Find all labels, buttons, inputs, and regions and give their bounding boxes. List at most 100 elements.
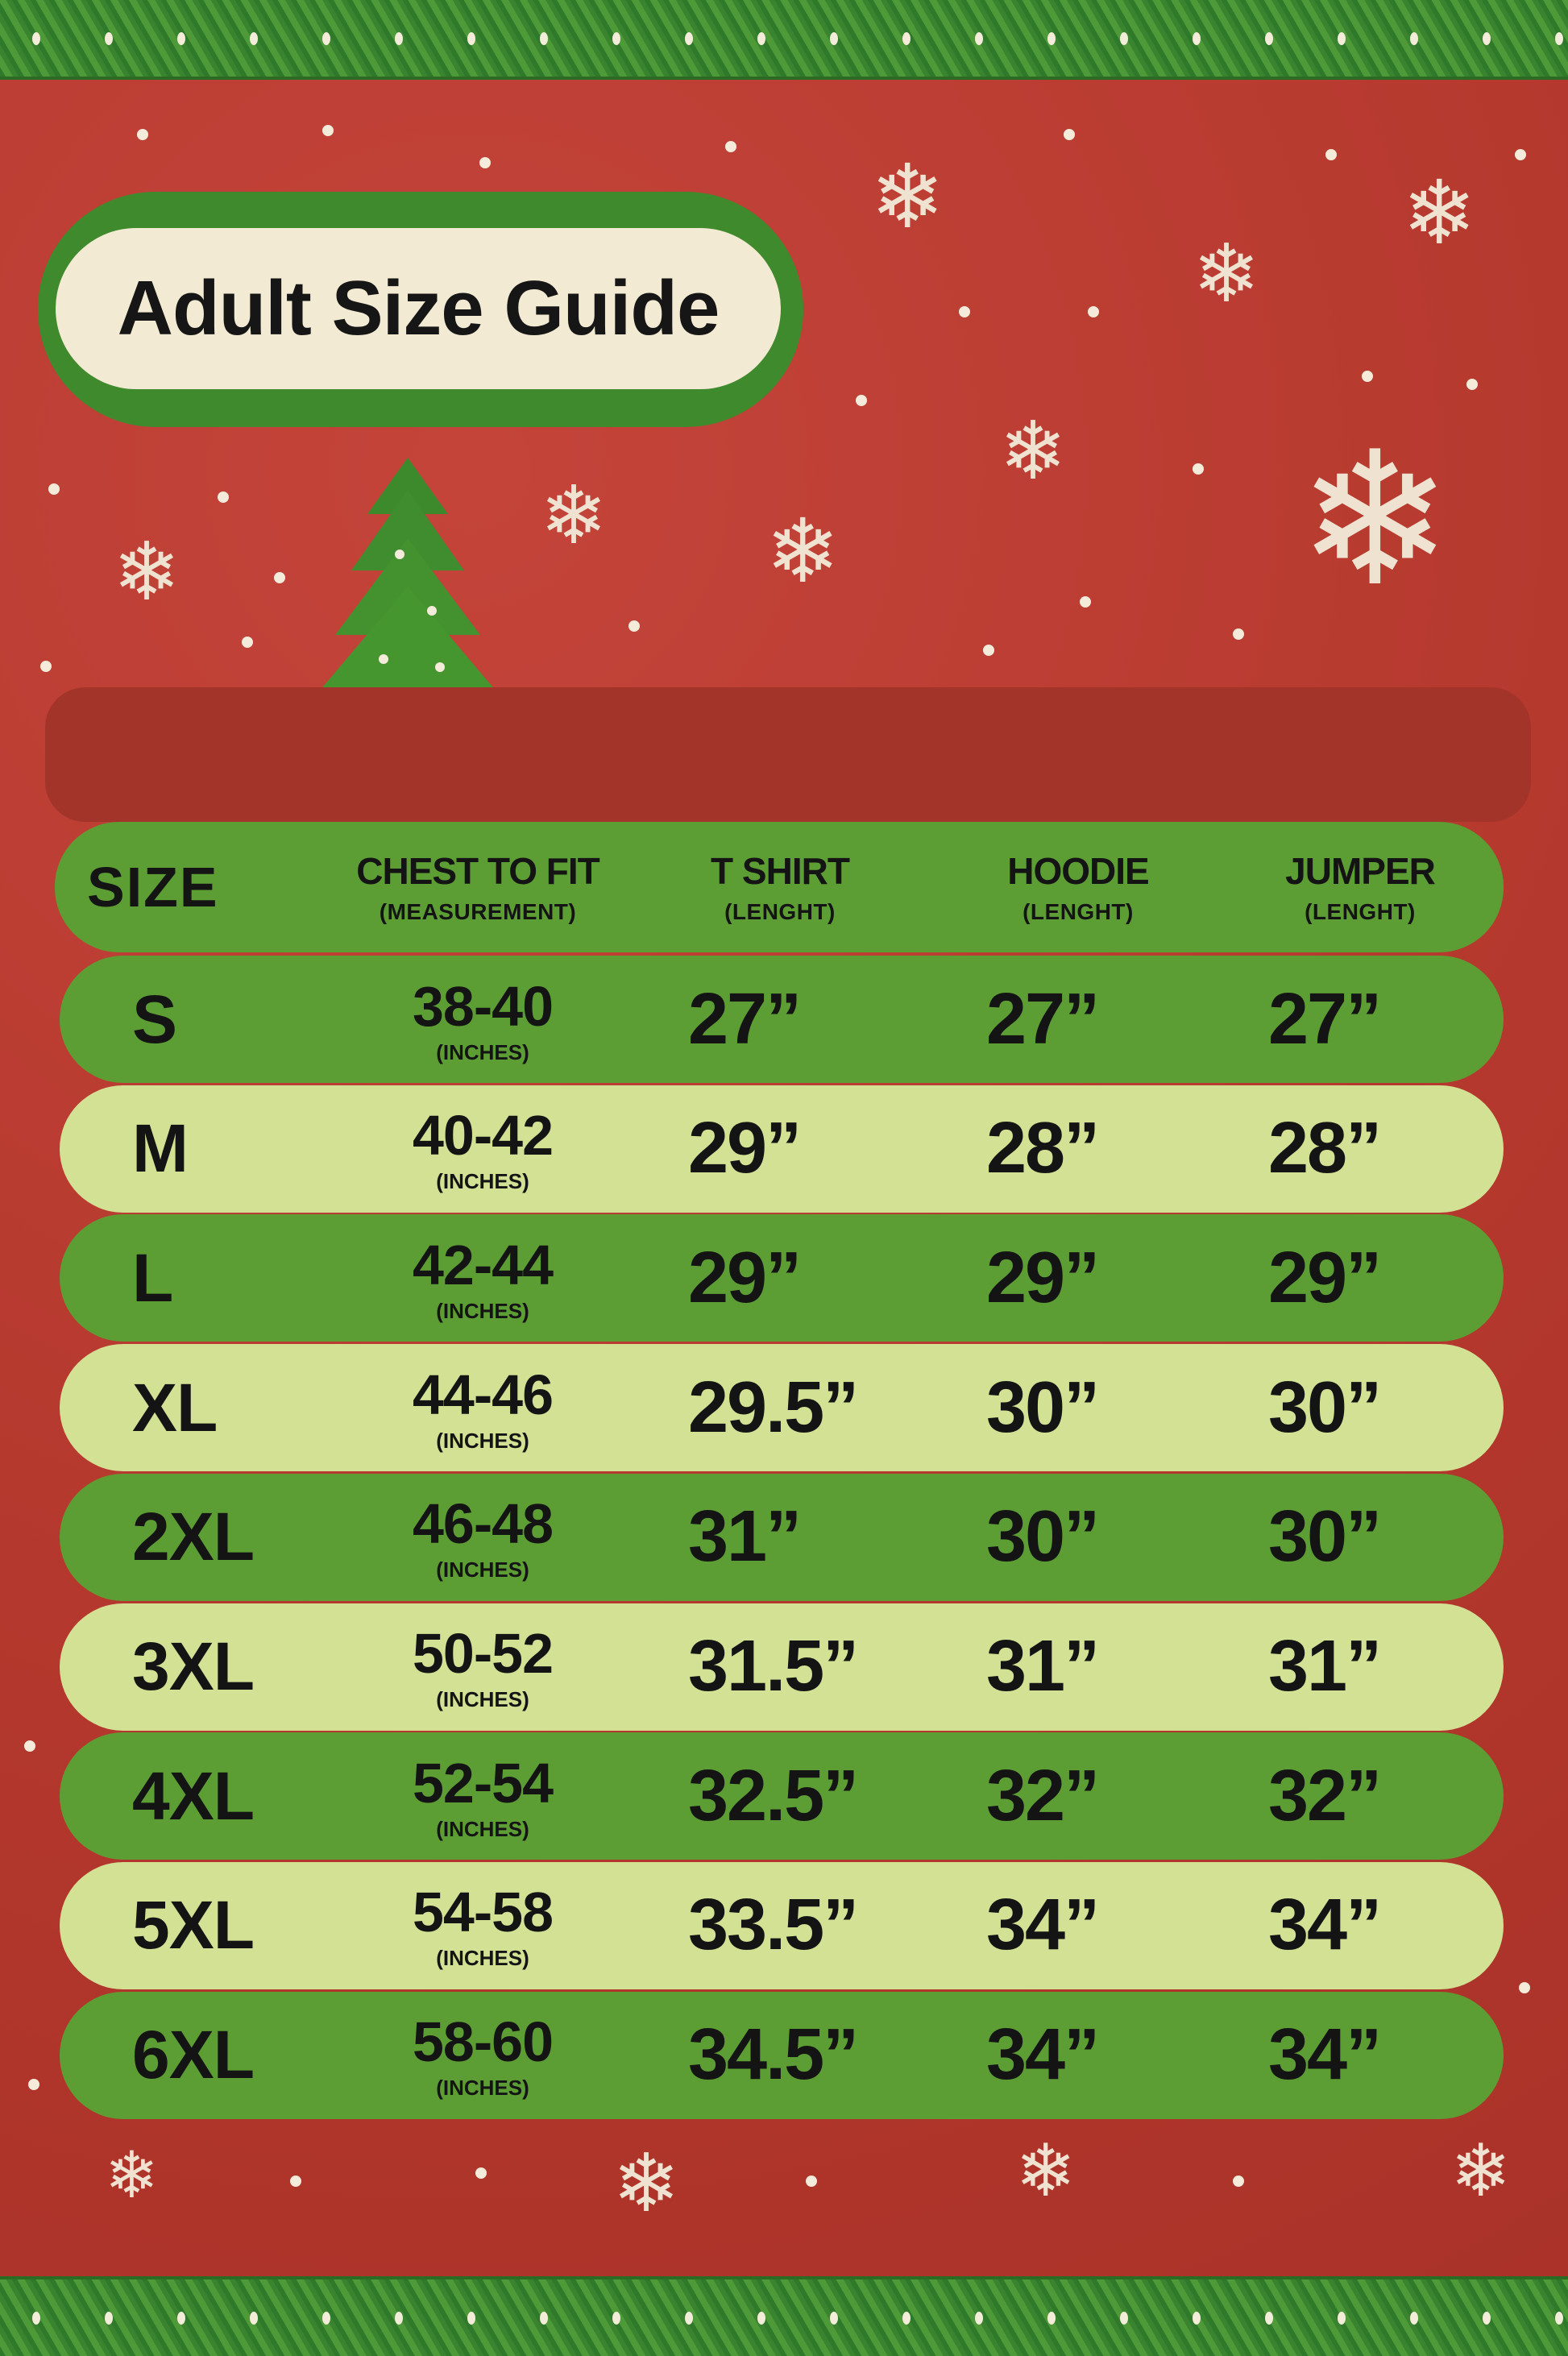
snow-dot	[242, 637, 253, 648]
header-chest: CHEST TO FIT (MEASUREMENT)	[345, 822, 611, 952]
page-title: Adult Size Guide	[117, 265, 720, 351]
chest-cell: 38-40 (INCHES)	[350, 956, 616, 1083]
garland-light	[395, 2312, 403, 2325]
size-value: 2XL	[132, 1499, 255, 1575]
chest-cell: 42-44 (INCHES)	[350, 1214, 616, 1342]
title-banner: Adult Size Guide	[38, 192, 803, 427]
jumper-length: 32”	[1268, 1755, 1382, 1836]
garland-light	[1410, 2312, 1418, 2325]
header-size: SIZE	[87, 822, 272, 952]
jumper-cell: 30”	[1268, 1344, 1526, 1471]
snowflake-icon: ❄	[999, 406, 1067, 496]
jumper-length: 27”	[1268, 978, 1382, 1060]
jumper-cell: 27”	[1268, 956, 1526, 1083]
garland-light	[467, 32, 475, 45]
tshirt-cell: 31”	[688, 1474, 946, 1601]
garland-light	[395, 32, 403, 45]
table-row: 3XL 50-52 (INCHES) 31.5” 31” 31”	[60, 1603, 1504, 1731]
hoodie-cell: 34”	[986, 1862, 1244, 1989]
snowflake-icon: ❄	[1402, 164, 1477, 263]
chest-cell: 58-60 (INCHES)	[350, 1992, 616, 2119]
garland-light	[1265, 2312, 1273, 2325]
hoodie-length: 30”	[986, 1367, 1100, 1448]
garland-light	[902, 2312, 911, 2325]
inches-label: (INCHES)	[436, 1558, 529, 1582]
size-value: M	[132, 1110, 189, 1187]
inches-label: (INCHES)	[436, 1298, 529, 1323]
garland-light	[685, 2312, 693, 2325]
chest-value: 44-46	[412, 1363, 554, 1426]
table-row: S 38-40 (INCHES) 27” 27” 27”	[60, 956, 1504, 1083]
jumper-cell: 30”	[1268, 1474, 1526, 1601]
snowflake-icon: ❄	[113, 527, 180, 617]
size-value: 5XL	[132, 1887, 255, 1964]
chest-value: 38-40	[412, 974, 554, 1038]
jumper-length: 34”	[1268, 2014, 1382, 2096]
jumper-cell: 34”	[1268, 1862, 1526, 1989]
garland-light	[975, 32, 983, 45]
hoodie-length: 32”	[986, 1755, 1100, 1836]
garland-light	[1555, 32, 1563, 45]
size-cell: L	[92, 1214, 277, 1342]
size-value: S	[132, 981, 177, 1057]
tshirt-length: 31”	[688, 1496, 802, 1578]
garland-light	[1120, 32, 1128, 45]
header-tshirt-label: T SHIRT	[711, 850, 850, 892]
chest-cell: 46-48 (INCHES)	[350, 1474, 616, 1601]
snow-dot	[983, 645, 994, 656]
header-jumper: JUMPER (LENGHT)	[1231, 822, 1489, 952]
garland-light	[1483, 32, 1491, 45]
tshirt-length: 29”	[688, 1108, 802, 1189]
hoodie-cell: 30”	[986, 1344, 1244, 1471]
top-garland	[0, 0, 1568, 80]
hoodie-length: 27”	[986, 978, 1100, 1060]
jumper-cell: 31”	[1268, 1603, 1526, 1731]
garland-light	[32, 2312, 40, 2325]
garland-light	[685, 32, 693, 45]
header-tshirt-sub: (LENGHT)	[724, 899, 836, 924]
size-cell: 3XL	[92, 1603, 277, 1731]
inches-label: (INCHES)	[436, 1946, 529, 1971]
size-value: 6XL	[132, 2017, 255, 2093]
snow-dot	[725, 141, 736, 152]
size-cell: S	[92, 956, 277, 1083]
garland-light	[177, 2312, 185, 2325]
size-cell: XL	[92, 1344, 277, 1471]
size-cell: 6XL	[92, 1992, 277, 2119]
snow-dot	[1233, 2176, 1244, 2187]
snowflake-icon: ❄	[870, 147, 945, 247]
garland-light	[105, 32, 113, 45]
snowflake-icon: ❄	[540, 471, 608, 561]
jumper-length: 29”	[1268, 1237, 1382, 1318]
garland-light	[1120, 2312, 1128, 2325]
size-cell: 5XL	[92, 1862, 277, 1989]
tshirt-length: 31.5”	[688, 1626, 859, 1707]
snowflake-icon: ❄	[1015, 2131, 1076, 2212]
snow-dot	[1466, 379, 1478, 390]
chest-cell: 52-54 (INCHES)	[350, 1732, 616, 1860]
hoodie-cell: 34”	[986, 1992, 1244, 2119]
header-hoodie: HOODIE (LENGHT)	[949, 822, 1207, 952]
inches-label: (INCHES)	[436, 1816, 529, 1841]
jumper-length: 30”	[1268, 1496, 1382, 1578]
snow-dot	[40, 661, 52, 672]
snow-dot	[28, 2079, 39, 2090]
table-row: L 42-44 (INCHES) 29” 29” 29”	[60, 1214, 1504, 1342]
snow-dot	[1088, 306, 1099, 317]
jumper-length: 34”	[1268, 1885, 1382, 1966]
chest-value: 52-54	[412, 1751, 554, 1815]
chest-cell: 50-52 (INCHES)	[350, 1603, 616, 1731]
tshirt-cell: 27”	[688, 956, 946, 1083]
size-cell: 4XL	[92, 1732, 277, 1860]
hoodie-cell: 27”	[986, 956, 1244, 1083]
garland-light	[1047, 32, 1056, 45]
garland-light	[250, 32, 258, 45]
tshirt-cell: 29.5”	[688, 1344, 946, 1471]
garland-light	[757, 2312, 765, 2325]
table-row: XL 44-46 (INCHES) 29.5” 30” 30”	[60, 1344, 1504, 1472]
snow-dot	[475, 2167, 487, 2179]
garland-light	[1483, 2312, 1491, 2325]
snow-dot	[274, 572, 285, 583]
snow-dot	[137, 129, 148, 140]
garland-light	[1555, 2312, 1563, 2325]
